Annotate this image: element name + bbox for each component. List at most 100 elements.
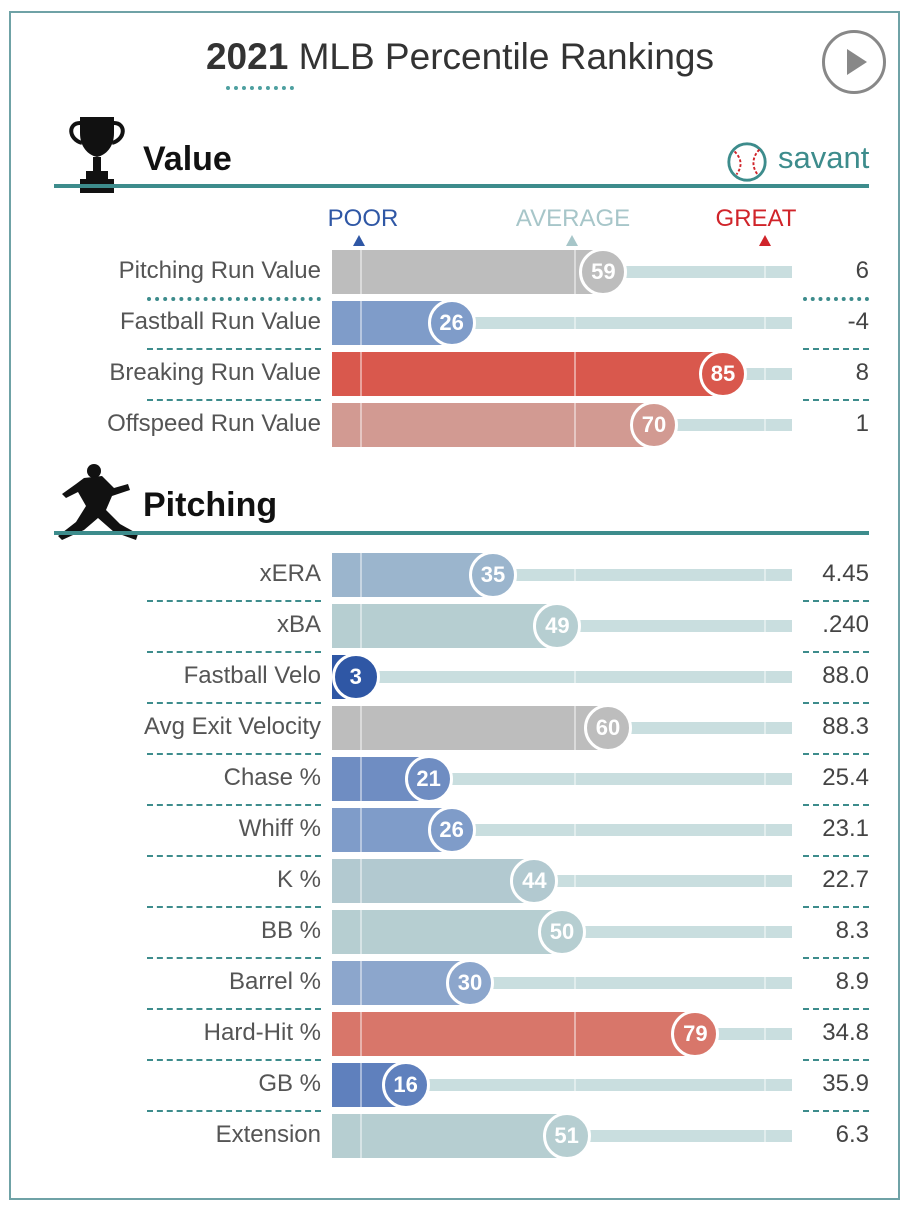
poor-arrow-icon	[353, 235, 365, 246]
row-value: 22.7	[822, 866, 869, 893]
row-label: Fastball Velo	[183, 662, 321, 689]
row-label: Offspeed Run Value	[107, 410, 321, 437]
percentile-bubble: 44	[510, 857, 559, 905]
row-value: 1	[855, 410, 869, 437]
average-tick	[359, 1114, 362, 1158]
row-separator	[803, 855, 869, 857]
average-tick	[764, 301, 767, 345]
average-tick	[359, 706, 362, 750]
average-tick	[764, 1012, 767, 1056]
percentile-bubble: 51	[542, 1112, 591, 1160]
row-value: 23.1	[822, 815, 869, 842]
row-separator	[147, 906, 321, 908]
row-label: Hard-Hit %	[203, 1019, 321, 1046]
average-tick	[573, 352, 576, 396]
average-tick	[764, 553, 767, 597]
average-tick	[359, 604, 362, 648]
percentile-bubble: 21	[404, 755, 453, 803]
average-tick	[359, 859, 362, 903]
average-tick	[573, 250, 576, 294]
row-label: Fastball Run Value	[120, 308, 321, 335]
percentile-bar	[332, 1114, 567, 1158]
section-title-pitching: Pitching	[143, 486, 278, 524]
average-tick	[764, 403, 767, 447]
row-separator	[147, 702, 321, 704]
percentile-track	[332, 671, 792, 683]
row-separator	[147, 855, 321, 857]
row-separator	[147, 804, 321, 806]
average-tick	[573, 1063, 576, 1107]
average-tick	[764, 808, 767, 852]
row-label: Whiff %	[238, 815, 321, 842]
row-value: 4.45	[822, 560, 869, 587]
row-value: 8.3	[835, 917, 869, 944]
percentile-bubble: 30	[446, 959, 494, 1007]
row-separator	[147, 957, 321, 959]
row-separator	[147, 1008, 321, 1010]
row-value: .240	[822, 611, 869, 638]
average-tick	[764, 757, 767, 801]
pitcher-icon	[58, 464, 138, 540]
average-tick	[573, 706, 576, 750]
trophy-icon	[69, 117, 125, 193]
average-tick	[764, 1063, 767, 1107]
percentile-bar	[332, 1012, 696, 1056]
percentile-bubble: 60	[584, 704, 632, 752]
percentile-bubble: 70	[630, 401, 678, 449]
row-separator	[147, 348, 321, 350]
percentile-bar	[332, 910, 562, 954]
average-tick	[359, 808, 362, 852]
percentile-bar	[332, 553, 493, 597]
row-label: GB %	[258, 1070, 321, 1097]
average-tick	[359, 403, 362, 447]
percentile-bar	[332, 604, 558, 648]
average-tick	[573, 757, 576, 801]
average-tick	[573, 1012, 576, 1056]
average-tick	[359, 757, 362, 801]
chart-frame	[9, 11, 900, 1200]
average-tick	[359, 553, 362, 597]
percentile-bubble: 26	[427, 299, 476, 347]
average-tick	[764, 859, 767, 903]
percentile-bubble: 49	[533, 602, 582, 650]
row-value: 6	[855, 257, 869, 284]
average-tick	[573, 859, 576, 903]
row-separator	[803, 348, 869, 350]
row-separator	[803, 804, 869, 806]
average-tick	[573, 808, 576, 852]
great-arrow-icon	[759, 235, 771, 246]
row-label: BB %	[260, 917, 321, 944]
section-rule-value	[54, 184, 869, 188]
row-separator	[803, 1059, 869, 1061]
row-separator	[147, 1059, 321, 1061]
scale-poor-label: POOR	[327, 205, 399, 232]
title-underline	[226, 86, 294, 96]
average-tick	[359, 250, 362, 294]
average-tick	[359, 301, 362, 345]
average-tick	[359, 961, 362, 1005]
percentile-track	[332, 1079, 792, 1091]
average-tick	[764, 706, 767, 750]
percentile-bar	[332, 403, 654, 447]
percentile-bubble: 85	[699, 350, 747, 398]
percentile-bubble: 26	[427, 806, 476, 854]
percentile-bubble: 79	[671, 1010, 720, 1058]
average-tick	[573, 403, 576, 447]
average-tick	[764, 1114, 767, 1158]
row-value: 88.0	[822, 662, 869, 689]
play-button[interactable]	[822, 30, 886, 94]
average-arrow-icon	[566, 235, 578, 246]
average-tick	[359, 1063, 362, 1107]
percentile-bubble: 35	[469, 551, 517, 599]
row-label: Avg Exit Velocity	[144, 713, 321, 740]
title-year: 2021	[205, 36, 289, 77]
row-label: xBA	[276, 611, 321, 638]
row-label: Extension	[215, 1121, 321, 1148]
percentile-bar	[332, 859, 535, 903]
percentile-bubble: 3	[331, 653, 380, 701]
average-tick	[573, 301, 576, 345]
average-tick	[359, 1012, 362, 1056]
row-separator	[803, 753, 869, 755]
row-separator	[803, 1008, 869, 1010]
row-value: 88.3	[822, 713, 869, 740]
